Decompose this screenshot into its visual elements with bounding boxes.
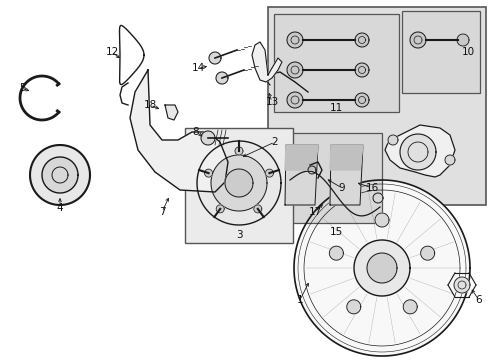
Polygon shape [285, 145, 317, 205]
Polygon shape [409, 32, 425, 48]
Polygon shape [353, 240, 409, 296]
Text: 9: 9 [338, 183, 345, 193]
Polygon shape [286, 32, 303, 48]
Polygon shape [399, 134, 435, 170]
Text: 13: 13 [265, 97, 278, 107]
Polygon shape [285, 145, 317, 170]
Bar [184, 128, 292, 243]
Bar [273, 14, 398, 112]
Text: 11: 11 [329, 103, 342, 113]
Bar [401, 11, 479, 93]
Polygon shape [30, 145, 90, 205]
Polygon shape [374, 213, 388, 227]
Polygon shape [216, 72, 227, 84]
Polygon shape [346, 300, 360, 314]
Polygon shape [354, 93, 368, 107]
Polygon shape [366, 253, 396, 283]
Polygon shape [216, 205, 224, 213]
Polygon shape [130, 70, 227, 192]
Text: 12: 12 [105, 47, 119, 57]
Polygon shape [210, 155, 266, 211]
Text: 14: 14 [191, 63, 204, 73]
Text: 1: 1 [296, 295, 303, 305]
Polygon shape [42, 157, 78, 193]
Text: 10: 10 [461, 47, 473, 57]
Bar [273, 133, 381, 223]
Polygon shape [164, 105, 178, 120]
Polygon shape [444, 155, 454, 165]
Polygon shape [286, 62, 303, 78]
Text: 17: 17 [308, 207, 321, 217]
Polygon shape [387, 135, 397, 145]
Polygon shape [403, 300, 416, 314]
Polygon shape [208, 52, 221, 64]
Polygon shape [453, 277, 469, 293]
Polygon shape [197, 141, 281, 225]
Text: 3: 3 [235, 230, 242, 240]
Polygon shape [265, 169, 273, 177]
Text: 4: 4 [57, 203, 63, 213]
Polygon shape [456, 34, 468, 46]
Polygon shape [235, 147, 243, 155]
Polygon shape [251, 42, 282, 82]
Text: 8: 8 [192, 127, 199, 137]
Polygon shape [293, 180, 469, 356]
Polygon shape [286, 92, 303, 108]
Polygon shape [224, 169, 252, 197]
Polygon shape [253, 205, 261, 213]
Polygon shape [420, 246, 434, 260]
Polygon shape [329, 145, 362, 170]
Text: 7: 7 [159, 207, 165, 217]
Polygon shape [204, 169, 212, 177]
Polygon shape [354, 33, 368, 47]
Polygon shape [354, 63, 368, 77]
Polygon shape [329, 145, 362, 205]
Text: 6: 6 [475, 295, 481, 305]
Polygon shape [201, 131, 215, 145]
Text: 5: 5 [19, 83, 25, 93]
Text: 18: 18 [143, 100, 156, 110]
Text: 16: 16 [365, 183, 378, 193]
Polygon shape [372, 193, 382, 203]
Text: 2: 2 [271, 137, 278, 147]
Text: 15: 15 [329, 227, 342, 237]
Polygon shape [384, 125, 454, 177]
Bar [267, 7, 485, 205]
Polygon shape [329, 246, 343, 260]
